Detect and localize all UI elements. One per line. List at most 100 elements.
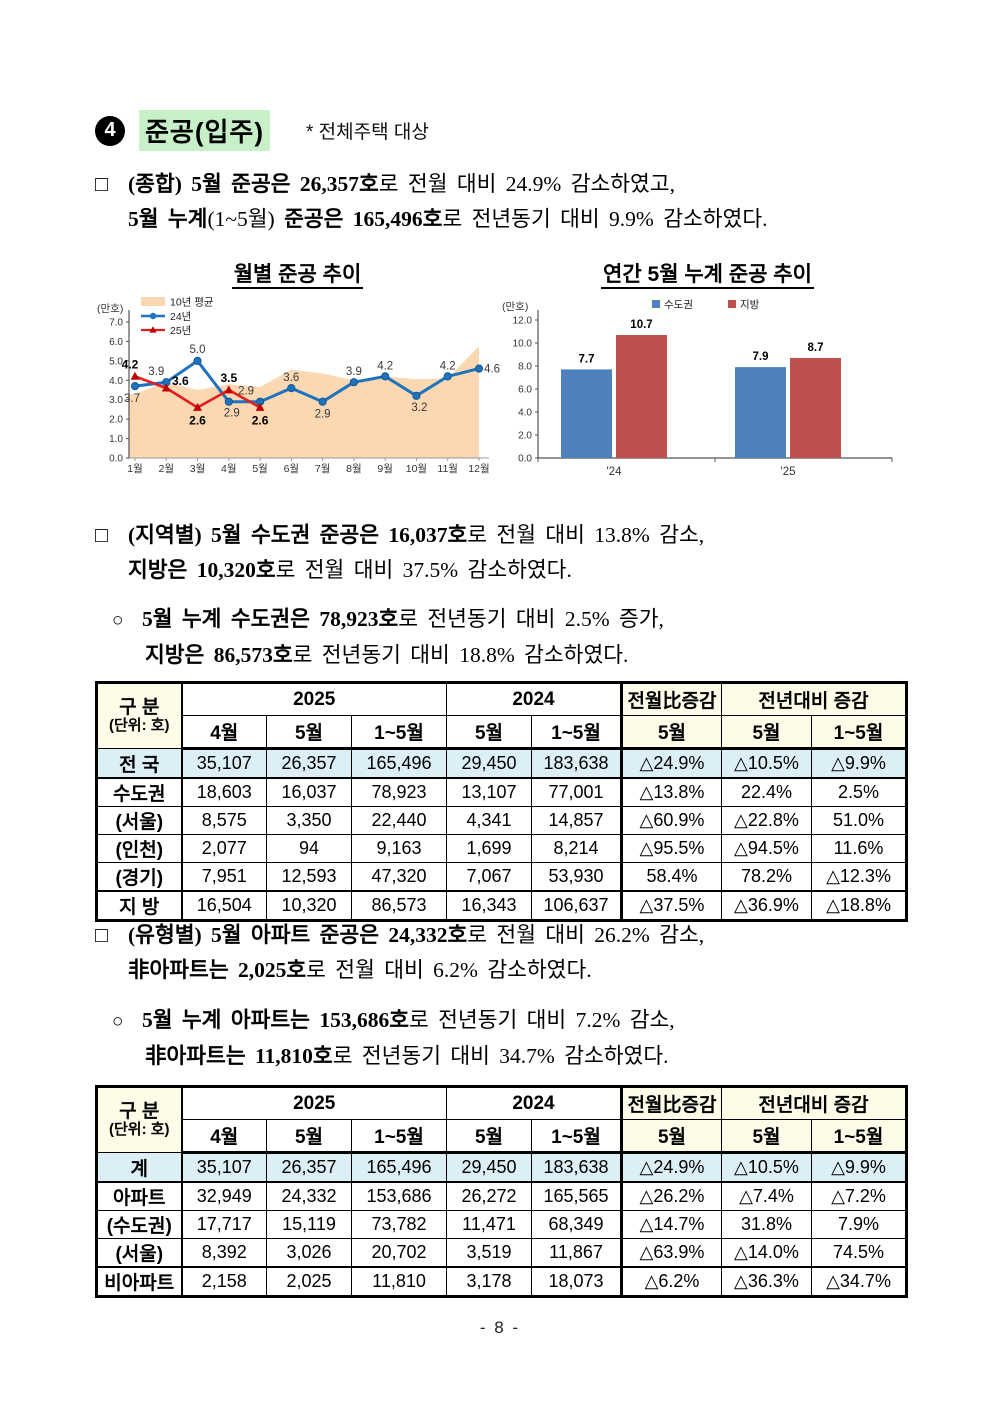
svg-text:4.0: 4.0 <box>518 408 532 419</box>
table-cell: △37.5% <box>620 890 722 921</box>
table-cell: △10.5% <box>721 1152 812 1183</box>
table-cell: 86,573 <box>351 890 447 921</box>
svg-text:8.0: 8.0 <box>518 362 532 373</box>
text-run: 로 전년동기 대비 18.8% 감소하였다. <box>292 643 629 667</box>
paragraph-line: 지방은 10,320호로 전월 대비 37.5% 감소하였다. <box>95 553 704 588</box>
svg-text:8월: 8월 <box>346 463 362 475</box>
chart-legend: (만호) 수도권 지방 <box>502 299 760 313</box>
svg-text:10.7: 10.7 <box>630 319 652 331</box>
year-2024-header: 2024 <box>446 682 622 716</box>
table-cell: △18.8% <box>810 890 908 921</box>
month-header: 1~5월 <box>810 1119 908 1154</box>
svg-text:7.9: 7.9 <box>753 351 769 363</box>
table-cell: 31.8% <box>721 1210 812 1239</box>
table-cell: 58.4% <box>620 862 722 892</box>
svg-text:4.2: 4.2 <box>377 360 393 372</box>
page-title: 준공(입주) <box>139 110 270 151</box>
table-cell: 20,702 <box>351 1238 447 1268</box>
svg-text:3.6: 3.6 <box>283 372 299 384</box>
table-cell: 7,067 <box>446 862 532 892</box>
table-cell: △94.5% <box>721 834 812 863</box>
bullet-marker: □ <box>95 172 108 196</box>
month-header: 1~5월 <box>531 715 622 750</box>
paragraph-line: ○ 5월 누계 수도권은 78,923호로 전년동기 대비 2.5% 증가, <box>112 602 664 638</box>
table-cell: 183,638 <box>531 1152 622 1183</box>
table-cell: △13.8% <box>620 777 722 807</box>
month-header: 1~5월 <box>351 1119 447 1154</box>
table-row: (인천) 2,077 94 9,163 1,699 8,214 △95.5% △94.5% 11… <box>96 834 908 863</box>
table-cell: 3,519 <box>446 1238 532 1268</box>
completion-by-region-table: 구 분 (단위: 호) 2025 2024 전월比증감 전년대비 증감 4월 5… <box>95 681 909 922</box>
text-run: 로 전년동기 대비 34.7% 감소하였다. <box>332 1044 669 1068</box>
svg-text:10년 평균: 10년 평균 <box>170 297 214 309</box>
row-label: (경기) <box>96 862 183 892</box>
section-header: 4 준공(입주) * 전체주택 대상 <box>95 110 429 151</box>
bullet-marker: □ <box>95 923 108 947</box>
table-cell: △9.9% <box>810 1152 908 1183</box>
row-label: (인천) <box>96 834 183 863</box>
table-cell: △9.9% <box>810 748 908 779</box>
table-cell: 29,450 <box>446 748 532 779</box>
table-row: (경기) 7,951 12,593 47,320 7,067 53,930 58.4% 78.… <box>96 862 908 892</box>
table-row: (수도권) 17,717 15,119 73,782 11,471 68,349 △14.7… <box>96 1210 908 1239</box>
paragraph-line: ○ 5월 누계 아파트는 153,686호로 전년동기 대비 7.2% 감소, <box>112 1003 675 1039</box>
svg-text:7.7: 7.7 <box>579 353 595 365</box>
svg-text:9월: 9월 <box>377 463 393 475</box>
svg-text:3.9: 3.9 <box>148 366 164 378</box>
paragraph-overview: □ (종합) 5월 준공은 26,357호로 전월 대비 24.9% 감소하였고,… <box>95 167 767 237</box>
text-run: 5월 누계 아파트는 <box>142 1008 320 1032</box>
month-header: 5월 <box>446 715 532 750</box>
table-cell: 11.6% <box>810 834 908 863</box>
table-cell: 8,214 <box>531 834 622 863</box>
table-cell: △7.4% <box>721 1181 812 1211</box>
svg-text:4.2: 4.2 <box>122 357 139 371</box>
svg-text:12월: 12월 <box>468 463 489 475</box>
svg-text:(만호): (만호) <box>97 303 123 315</box>
table-cell: △36.9% <box>721 890 812 921</box>
month-header: 5월 <box>266 715 352 750</box>
svg-text:11월: 11월 <box>437 463 458 475</box>
row-label: 전 국 <box>96 748 183 779</box>
svg-text:2.6: 2.6 <box>189 414 206 428</box>
svg-text:'24: '24 <box>607 466 623 478</box>
text-run: 78,923호 <box>319 607 399 631</box>
table-cell: 74.5% <box>810 1238 908 1268</box>
table-cell: 77,001 <box>531 777 622 807</box>
yoy-change-header: 전년대비 증감 <box>720 1086 908 1120</box>
svg-text:24년: 24년 <box>170 311 191 323</box>
row-label: 아파트 <box>96 1181 183 1211</box>
table-cell: 32,949 <box>181 1181 267 1211</box>
month-header: 1~5월 <box>531 1119 622 1154</box>
table-cell: 3,026 <box>266 1238 352 1268</box>
paragraph-type-cumulative: ○ 5월 누계 아파트는 153,686호로 전년동기 대비 7.2% 감소, 非아… <box>112 1003 675 1074</box>
table-cell: △24.9% <box>620 1152 722 1183</box>
table-cell: 165,496 <box>351 748 447 779</box>
chart-title-annual-text: 연간 5월 누계 준공 추이 <box>601 263 814 289</box>
month-header: 5월 <box>721 1119 812 1154</box>
table-cell: △36.3% <box>721 1266 812 1297</box>
axes: 0.0 1.0 2.0 3.0 4.0 5.0 6.0 7.0 1월 2월 3월 4월 5월 6월 7월 8월… <box>109 310 490 475</box>
ten-year-average-area <box>129 346 479 458</box>
annual-chart-svg: 0.0 2.0 4.0 6.0 8.0 10.0 12.0 '24 '25 7.7 7.9 10.7 8… <box>502 299 893 478</box>
table-body: 전 국 35,107 26,357 165,496 29,450 183,638 △24.9… <box>96 748 908 921</box>
text-run: 165,496호 <box>352 207 443 231</box>
series-25: 4.2 3.6 2.6 3.5 2.6 <box>122 357 269 427</box>
svg-text:7월: 7월 <box>315 463 331 475</box>
row-label: 지 방 <box>96 890 183 921</box>
text-run: 로 전월 대비 13.8% 감소, <box>467 523 705 547</box>
table-cell: 26,357 <box>266 748 352 779</box>
paragraph-line: 지방은 86,573호로 전년동기 대비 18.8% 감소하였다. <box>112 638 664 673</box>
svg-text:6월: 6월 <box>284 463 300 475</box>
table-cell: 3,178 <box>446 1266 532 1297</box>
month-header: 5월 <box>266 1119 352 1154</box>
month-header: 5월 <box>620 715 722 750</box>
table-row: (서울) 8,392 3,026 20,702 3,519 11,867 △63.9% △14… <box>96 1238 908 1268</box>
table-cell: 2,158 <box>181 1266 267 1297</box>
chart-title-monthly: 월별 준공 추이 <box>95 258 500 289</box>
svg-text:2.9: 2.9 <box>238 386 254 398</box>
paragraph-line: □ (유형별) 5월 아파트 준공은 24,332호로 전월 대비 26.2% 감… <box>95 918 704 953</box>
text-run: 로 전월 대비 37.5% 감소하였다. <box>275 558 572 582</box>
table-cell: 68,349 <box>531 1210 622 1239</box>
svg-text:0.0: 0.0 <box>518 454 532 465</box>
table-row: 수도권 18,603 16,037 78,923 13,107 77,001 △13.8% 2… <box>96 777 908 807</box>
